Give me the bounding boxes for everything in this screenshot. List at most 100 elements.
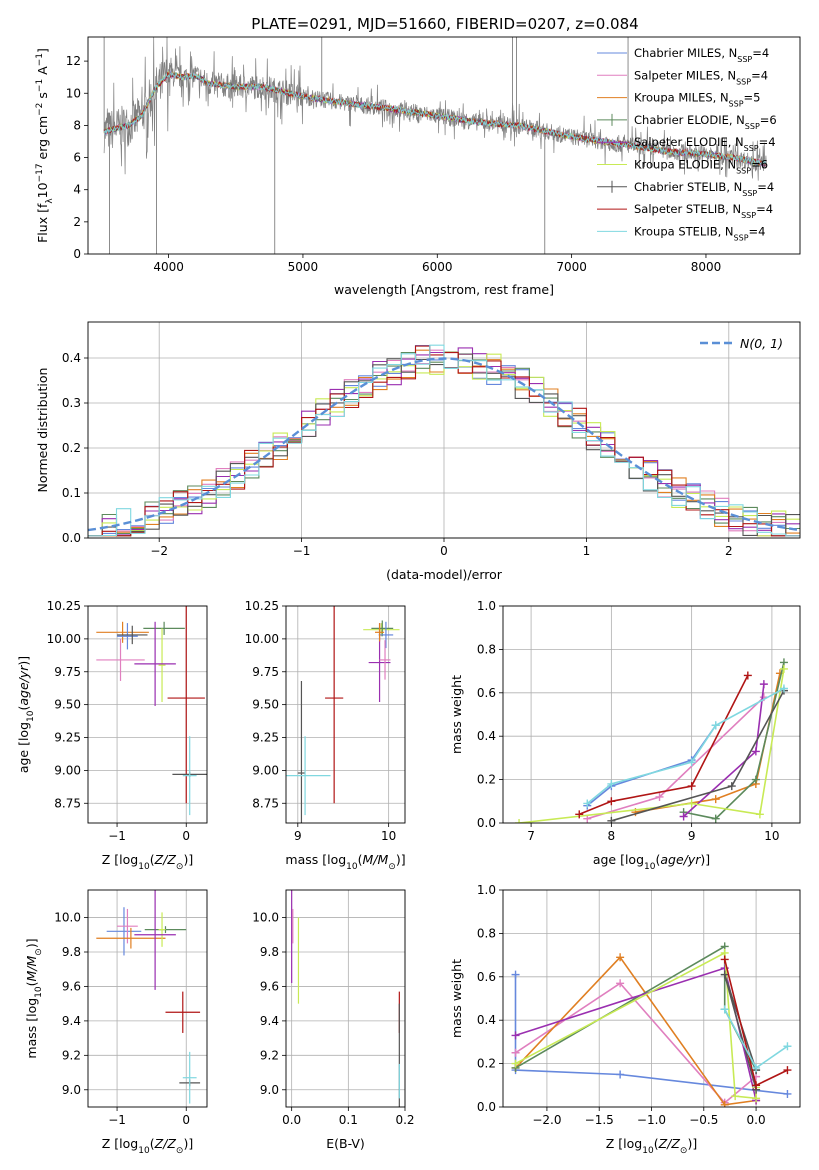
y-tick-label: 9.6	[62, 979, 81, 993]
x-axis-label: Z [log10(Z/Z⊙)]	[102, 852, 193, 872]
y-tick-label: 10	[66, 86, 81, 100]
y-tick-label: 10.00	[47, 632, 81, 646]
y-axis-label: Flux [fλ10−17 erg cm−2 s−1 A−1]	[35, 48, 55, 243]
legend-entry: Chabrier STELIB, NSSP=4	[634, 180, 774, 198]
y-tick-label: 8	[73, 118, 81, 132]
y-tick-label: 10.25	[47, 599, 81, 613]
y-tick-label: 9.2	[62, 1048, 81, 1062]
x-tick-label: 0.0	[747, 1113, 766, 1127]
y-axis-label: mass weight	[449, 675, 464, 754]
x-tick-label: 0	[182, 1113, 190, 1127]
weight-point-marker	[751, 775, 760, 784]
plot-area	[96, 890, 201, 1104]
y-tick-label: 9.0	[62, 1083, 81, 1097]
plot-area	[88, 344, 800, 537]
weight-point-marker	[607, 779, 616, 788]
weight-point-marker	[783, 1066, 792, 1075]
x-tick-label: 9	[294, 829, 302, 843]
weight-point-marker	[720, 1005, 729, 1014]
x-tick-label: 7000	[556, 260, 587, 274]
y-axis-label: age [log10(age/yr)]	[16, 656, 36, 773]
normal-curve	[88, 357, 800, 532]
weight-point-marker	[607, 797, 616, 806]
x-tick-label: −1.0	[637, 1113, 666, 1127]
legend-entry: Salpeter MILES, NSSP=4	[634, 68, 768, 86]
x-tick-label: 4000	[153, 260, 184, 274]
axes-frame	[502, 889, 801, 1108]
panel-mass_vs_ebv: 0.0 0.1 0.2 9.0 9.2 9.4 9.6 9.8 10.0 E(B-V)	[252, 889, 415, 1151]
x-axis-label: Z [log10(Z/Z⊙)]	[606, 1136, 697, 1156]
x-tick-label: 6000	[422, 260, 453, 274]
x-axis-label: Z [log10(Z/Z⊙)]	[102, 1136, 193, 1156]
weight-point-marker	[616, 979, 625, 988]
weight-point-marker	[711, 814, 720, 823]
axes-frame	[285, 889, 406, 1108]
y-tick-label: 10.25	[245, 599, 279, 613]
weight-point-marker	[752, 1094, 761, 1103]
y-tick-label: 4	[73, 183, 81, 197]
weight-point-marker	[711, 721, 720, 730]
legend: Chabrier MILES, NSSP=4 Salpeter MILES, NS…	[597, 46, 777, 242]
plot-area	[291, 890, 400, 1107]
y-tick-label: 9.8	[62, 945, 81, 959]
x-axis-label: age [log10(age/yr)]	[593, 852, 710, 872]
y-tick-label: 9.00	[252, 763, 279, 777]
weight-point-marker	[655, 792, 664, 801]
weight-point-marker	[687, 758, 696, 767]
weight-point-marker	[511, 1059, 520, 1068]
y-tick-label: 0.8	[477, 642, 496, 656]
weight-point-marker	[511, 1031, 520, 1040]
y-tick-label: 9.75	[54, 665, 81, 679]
weight-point-marker	[755, 810, 764, 819]
plot-area	[286, 606, 400, 823]
panel-age_vs_mass: 9 10 8.75 9.00 9.25 9.50 9.75 10.00 10.25 mass [l…	[245, 599, 406, 872]
x-tick-label: 9	[688, 829, 696, 843]
legend-entry: N(0, 1)	[740, 336, 783, 351]
panel-weight_vs_Z: −2.0 −1.5 −1.0 −0.5 0.0 0.0 0.2 0.4 0.6 0.8 1.0 Z […	[449, 883, 801, 1156]
figure-title: PLATE=0291, MJD=51660, FIBERID=0207, z=0…	[251, 15, 638, 33]
y-tick-label: 0.6	[477, 970, 496, 984]
x-tick-label: 0	[440, 544, 448, 558]
axes-frame	[285, 605, 406, 824]
y-tick-label: 0.2	[62, 441, 81, 455]
y-tick-label: 0.4	[62, 351, 81, 365]
legend-entry: Chabrier ELODIE, NSSP=6	[634, 113, 777, 130]
y-tick-label: 9.2	[260, 1048, 279, 1062]
weight-point-marker	[687, 799, 696, 808]
weight-point-marker	[711, 795, 720, 804]
weight-point-marker	[779, 664, 788, 673]
y-tick-label: 9.8	[260, 945, 279, 959]
weight-point-marker	[783, 1042, 792, 1051]
weight-point-marker	[727, 782, 736, 791]
y-tick-label: 9.4	[260, 1014, 279, 1028]
legend-entry: Kroupa ELODIE, NSSP=6	[634, 158, 768, 176]
y-tick-label: 10.00	[245, 632, 279, 646]
y-tick-label: 0.0	[477, 816, 496, 830]
x-axis-label: (data-model)/error	[386, 567, 503, 582]
weight-point-marker	[751, 747, 760, 756]
x-tick-label: −0.5	[689, 1113, 718, 1127]
plot-area	[511, 942, 792, 1107]
y-tick-label: 8.75	[252, 796, 279, 810]
x-tick-label: −1	[108, 1113, 126, 1127]
weight-line	[514, 974, 788, 1095]
y-axis-label: mass weight	[449, 959, 464, 1038]
y-tick-label: 0.4	[477, 1013, 496, 1027]
x-tick-label: 8000	[691, 260, 722, 274]
y-tick-label: 9.25	[252, 731, 279, 745]
y-tick-label: 9.00	[54, 763, 81, 777]
weight-point-marker	[779, 684, 788, 693]
data-spectrum-line	[103, 37, 767, 181]
axes-frame	[502, 605, 801, 824]
x-tick-label: −1	[108, 829, 126, 843]
y-tick-label: 2	[73, 215, 81, 229]
y-tick-label: 1.0	[477, 883, 496, 897]
x-axis-label: E(B-V)	[326, 1136, 365, 1151]
x-tick-label: −2	[150, 544, 168, 558]
x-tick-label: 2	[725, 544, 733, 558]
legend-entry: Salpeter STELIB, NSSP=4	[634, 202, 773, 220]
x-axis-label: wavelength [Angstrom, rest frame]	[334, 282, 554, 297]
weight-point-marker	[687, 782, 696, 791]
weight-point-marker	[759, 680, 768, 689]
